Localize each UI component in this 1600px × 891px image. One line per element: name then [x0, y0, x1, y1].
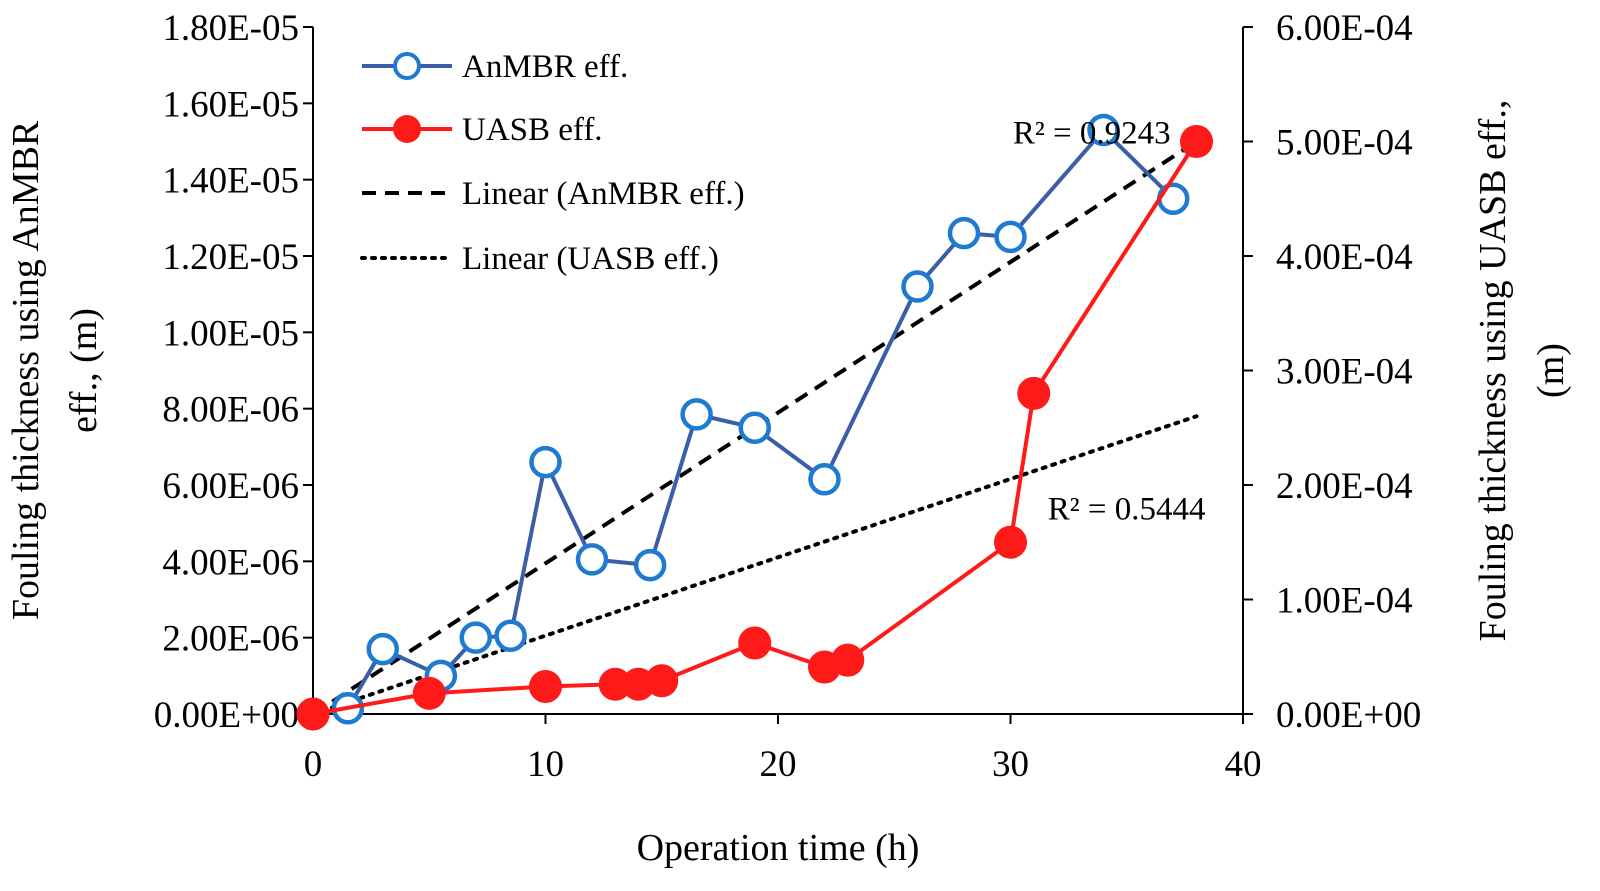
data-point-anmbr-eff: [1087, 113, 1120, 147]
right-axis-title-line: (m): [1530, 343, 1572, 398]
legend: AnMBR eff. UASB eff. Linear (AnMBR eff.) Li…: [360, 49, 745, 277]
x-axis-title: Operation time (h): [637, 827, 920, 869]
legend-label: UASB eff.: [462, 112, 603, 148]
legend-label: AnMBR eff.: [462, 49, 628, 85]
right-tick-label: 0.00E+00: [1276, 695, 1421, 736]
data-point-anmbr-eff: [633, 548, 667, 582]
left-axis-title: Fouling thickness using AnMBR eff., (m): [5, 120, 105, 620]
right-tick-label: 1.00E-04: [1276, 581, 1413, 622]
data-point-anmbr-eff: [366, 632, 399, 666]
series: [296, 113, 1213, 731]
x-tick-label: 30: [992, 744, 1029, 785]
data-point-anmbr-eff: [738, 411, 771, 444]
data-point-uasb-eff: [296, 697, 330, 731]
series-line-uasb-eff: [312, 140, 1199, 716]
trendlines: [311, 139, 1199, 716]
left-axis-title-line: Fouling thickness using AnMBR: [5, 120, 47, 620]
data-point-uasb-eff: [831, 643, 865, 677]
left-tick-label: 8.00E-06: [162, 390, 299, 431]
left-tick-label: 1.60E-05: [162, 84, 299, 125]
data-point-uasb-eff: [994, 525, 1027, 559]
axis-titles: Operation time (h) Fouling thickness usin…: [5, 100, 1572, 869]
x-tick-label: 0: [304, 744, 323, 785]
data-point-uasb-eff: [412, 676, 446, 710]
x-tick-label: 40: [1225, 744, 1262, 785]
legend-label: Linear (AnMBR eff.): [462, 176, 745, 212]
right-axis-title-line: Fouling thickness using UASB eff.,: [1472, 100, 1514, 642]
data-point-anmbr-eff: [808, 463, 841, 496]
left-tick-label: 0.00E+00: [154, 695, 299, 736]
x-tick-label: 10: [527, 744, 564, 785]
legend-marker: [393, 52, 421, 80]
left-tick-label: 4.00E-06: [162, 542, 299, 583]
left-tick-label: 1.20E-05: [162, 237, 299, 278]
left-axis-title-line: eff., (m): [63, 308, 105, 433]
data-point-anmbr-eff: [901, 270, 934, 303]
axes: [303, 26, 1253, 724]
annotations: R² = 0.9243 R² = 0.5444: [1013, 115, 1206, 527]
data-point-anmbr-eff: [529, 445, 562, 479]
left-tick-label: 1.80E-05: [162, 8, 299, 49]
right-tick-label: 2.00E-04: [1276, 466, 1413, 507]
tick-labels: 0.00E+00 2.00E-06 4.00E-06 6.00E-06 8.00E-06…: [154, 8, 1421, 785]
x-tick-label: 20: [760, 744, 797, 785]
data-point-anmbr-eff: [947, 216, 981, 250]
left-tick-label: 1.40E-05: [162, 161, 299, 202]
data-point-anmbr-eff: [459, 621, 492, 654]
right-axis-title: Fouling thickness using UASB eff., (m): [1472, 100, 1572, 642]
left-tick-label: 6.00E-06: [162, 466, 299, 507]
right-tick-label: 3.00E-04: [1276, 352, 1413, 393]
left-tick-label: 1.00E-05: [162, 313, 299, 354]
right-tick-label: 6.00E-04: [1276, 8, 1413, 49]
data-point-anmbr-eff: [494, 619, 527, 653]
left-tick-label: 2.00E-06: [162, 619, 299, 660]
r-squared-label: R² = 0.5444: [1048, 491, 1206, 527]
data-point-uasb-eff: [1180, 125, 1213, 158]
data-point-anmbr-eff: [680, 398, 713, 431]
legend-label: Linear (UASB eff.): [462, 241, 719, 277]
data-point-uasb-eff: [645, 664, 679, 698]
legend-marker: [393, 115, 421, 143]
r-squared-label: R² = 0.9243: [1013, 115, 1171, 151]
right-tick-label: 5.00E-04: [1276, 123, 1413, 164]
data-point-anmbr-eff: [994, 220, 1027, 254]
data-point-uasb-eff: [1017, 376, 1051, 410]
right-tick-label: 4.00E-04: [1276, 237, 1413, 278]
data-point-uasb-eff: [738, 626, 772, 660]
series-line-linear-anmbr-eff: [311, 139, 1198, 716]
data-point-anmbr-eff: [1157, 182, 1190, 215]
data-point-uasb-eff: [529, 670, 562, 704]
data-point-anmbr-eff: [575, 543, 609, 576]
